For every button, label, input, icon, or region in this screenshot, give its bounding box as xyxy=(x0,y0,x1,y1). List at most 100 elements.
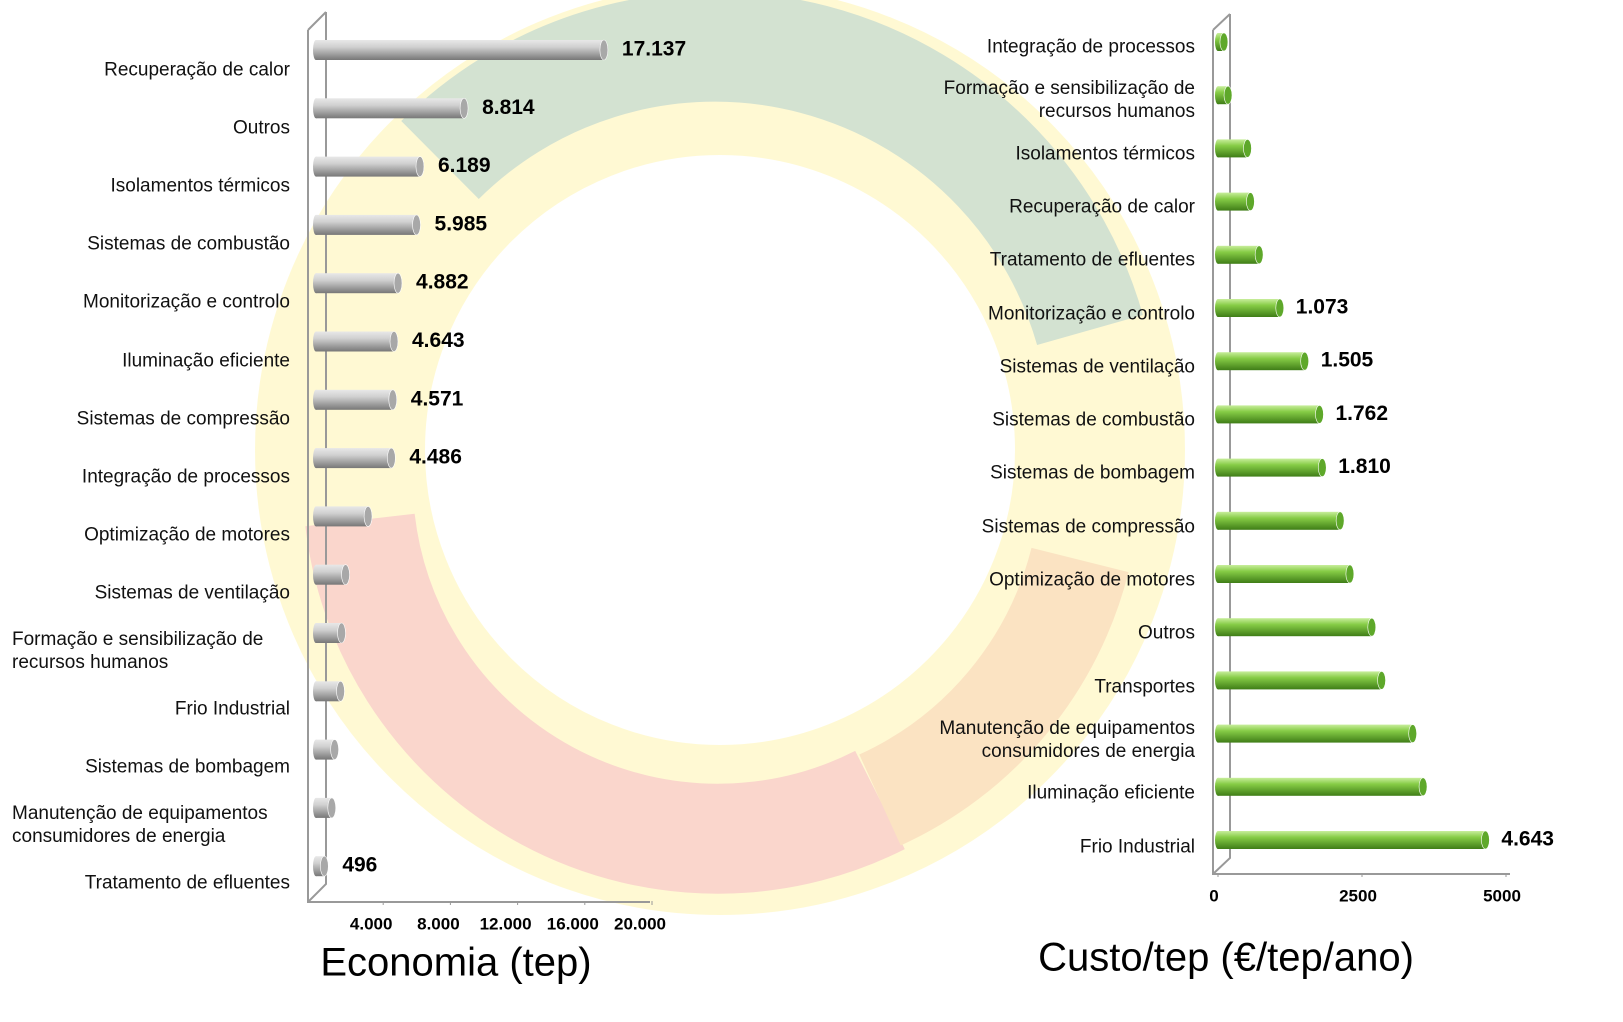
bar-start-cap xyxy=(313,389,319,410)
category-label: Sistemas de compressão xyxy=(76,408,290,430)
bar-start-cap xyxy=(313,623,319,643)
bar xyxy=(313,331,399,352)
bar-end-cap xyxy=(1481,830,1490,850)
bar-end-cap xyxy=(320,855,329,877)
bar-start-cap xyxy=(313,681,319,702)
bar-body xyxy=(316,506,369,527)
bar-end-cap xyxy=(1418,777,1428,797)
bar-body xyxy=(1218,511,1341,530)
bar-body xyxy=(316,40,604,60)
bar xyxy=(1215,139,1252,158)
category-label: Tratamento de efluentes xyxy=(84,872,290,894)
bar-body xyxy=(1218,139,1248,158)
bar-end-cap xyxy=(1246,192,1255,211)
bar-body xyxy=(1218,245,1260,264)
bar-start-cap xyxy=(1215,618,1221,637)
bar-end-cap xyxy=(363,506,373,527)
axis-title: Economia (tep) xyxy=(320,941,591,985)
bar-body xyxy=(1218,86,1229,105)
category-label: Isolamentos térmicos xyxy=(110,175,290,197)
bar xyxy=(1215,724,1417,743)
bar xyxy=(313,214,421,236)
value-label: 1.810 xyxy=(1338,455,1391,478)
bar-end-cap xyxy=(415,156,425,177)
bar-end-cap xyxy=(337,622,346,644)
bar-start-cap xyxy=(1215,511,1221,530)
bar xyxy=(1215,245,1264,265)
bar-start-cap xyxy=(313,40,319,60)
bar-body xyxy=(316,273,399,294)
value-label: 4.571 xyxy=(411,387,464,410)
category-label: Iluminação eficiente xyxy=(1027,782,1195,804)
bar-end-cap xyxy=(336,680,345,702)
bar-end-cap xyxy=(1367,617,1377,637)
value-label: 4.643 xyxy=(1501,828,1554,851)
category-label: Outros xyxy=(232,117,290,139)
category-label: Optimização de motores xyxy=(84,524,290,546)
bar-body xyxy=(1218,352,1305,371)
bar xyxy=(1215,405,1324,424)
category-label: Isolamentos térmicos xyxy=(1015,143,1195,165)
bar-end-cap xyxy=(1223,85,1233,105)
bar-start-cap xyxy=(1215,671,1221,690)
value-label: 1.073 xyxy=(1296,296,1349,319)
bar-body xyxy=(316,389,393,410)
bar-body xyxy=(1218,565,1350,583)
bar xyxy=(313,156,425,177)
bar-start-cap xyxy=(313,448,319,469)
bar-start-cap xyxy=(313,331,319,352)
value-label: 5.985 xyxy=(435,212,488,235)
category-label: Monitorização e controlo xyxy=(988,303,1195,324)
bar-body xyxy=(316,797,332,818)
x-tick-label: 20.000 xyxy=(614,914,666,933)
bar xyxy=(1215,351,1309,371)
value-label: 8.814 xyxy=(482,96,535,119)
value-label: 1.762 xyxy=(1335,402,1388,425)
bar-end-cap xyxy=(1317,458,1327,477)
bar-body xyxy=(316,623,342,643)
x-tick-label: 4.000 xyxy=(350,914,393,933)
bar-start-cap xyxy=(1215,831,1221,849)
bar-body xyxy=(1218,618,1372,637)
category-label: Sistemas de bombagem xyxy=(85,756,290,778)
category-label: Outros xyxy=(1137,622,1195,644)
bar-start-cap xyxy=(313,98,319,119)
bar-body xyxy=(316,739,335,760)
bar-end-cap xyxy=(330,739,339,760)
bar-start-cap xyxy=(1215,86,1221,105)
value-label: 1.505 xyxy=(1321,349,1374,372)
bar-body xyxy=(316,98,465,119)
bar-end-cap xyxy=(1219,32,1229,52)
bar xyxy=(1215,192,1255,211)
category-label: Sistemas de bombagem xyxy=(990,462,1195,484)
category-label: Tratamento de efluentes xyxy=(989,249,1195,271)
bar-start-cap xyxy=(1215,33,1221,51)
bar-start-cap xyxy=(1215,245,1221,264)
bar-end-cap xyxy=(327,797,337,819)
axes-frame xyxy=(307,11,1510,903)
category-label: Frio Industrial xyxy=(174,698,290,720)
bar-start-cap xyxy=(313,273,319,294)
bar-body xyxy=(316,156,420,177)
bar-start-cap xyxy=(313,564,319,585)
bar-end-cap xyxy=(341,564,350,586)
bar-start-cap xyxy=(1215,405,1221,424)
value-label: 4.486 xyxy=(409,446,462,469)
bar-end-cap xyxy=(459,98,469,119)
category-label: Sistemas de ventilação xyxy=(94,582,290,604)
category-label: Integração de processos xyxy=(986,36,1195,58)
value-label: 4.643 xyxy=(412,329,465,352)
category-label: Manutenção de equipamentos consumidores … xyxy=(939,717,1195,762)
bar xyxy=(313,855,329,877)
category-label: Sistemas de compressão xyxy=(981,516,1195,538)
bar xyxy=(1215,777,1428,797)
bar xyxy=(1215,298,1285,318)
bar-start-cap xyxy=(313,214,319,235)
category-label: Formação e sensibilização de recursos hu… xyxy=(12,629,264,673)
value-label: 4.882 xyxy=(416,271,469,294)
category-label: Sistemas de combustão xyxy=(87,233,290,255)
bar-start-cap xyxy=(313,856,319,877)
category-label: Formação e sensibilização de recursos hu… xyxy=(943,78,1195,123)
bar xyxy=(313,447,396,469)
bar xyxy=(1215,671,1386,690)
